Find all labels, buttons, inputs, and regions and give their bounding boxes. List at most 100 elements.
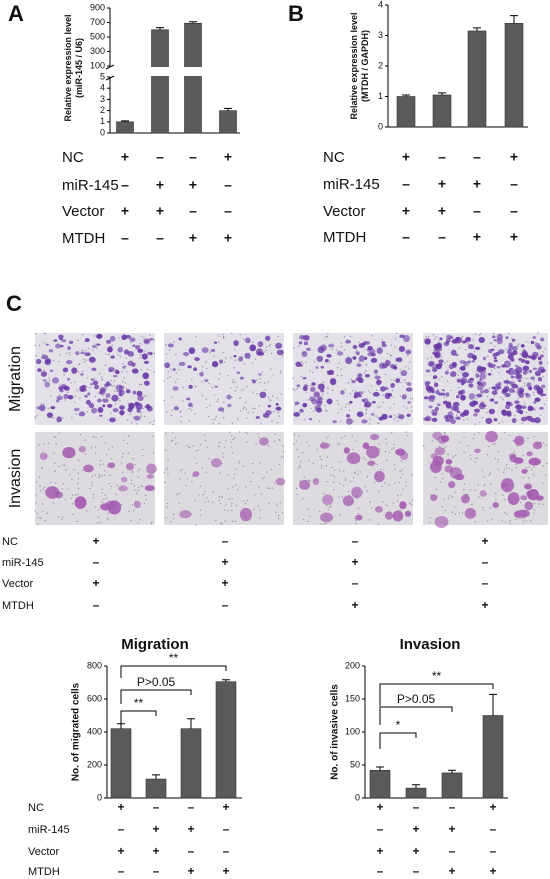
cell	[367, 346, 373, 351]
pore	[441, 505, 444, 508]
pore	[336, 374, 339, 377]
pore	[267, 445, 270, 447]
pore	[230, 356, 232, 359]
cell	[107, 383, 112, 387]
pore	[411, 398, 414, 400]
pore	[493, 395, 496, 398]
pore	[179, 470, 182, 472]
pore	[525, 377, 527, 379]
y-axis-label: No. of migrated cells	[71, 682, 82, 781]
pore	[243, 406, 246, 409]
condition-sign: –	[402, 229, 410, 245]
cell	[356, 351, 360, 356]
pore	[209, 351, 211, 353]
pore	[336, 400, 339, 402]
pore	[101, 488, 104, 490]
cell	[468, 383, 474, 388]
cell	[534, 397, 541, 402]
cell	[91, 367, 97, 372]
condition-sign: –	[413, 800, 420, 814]
pore	[281, 512, 284, 514]
pore	[170, 414, 172, 417]
pore	[47, 442, 50, 445]
condition-sign: +	[473, 176, 481, 192]
cell	[364, 356, 368, 360]
pore	[297, 467, 299, 469]
pore	[386, 352, 389, 355]
pore	[433, 338, 436, 340]
cell	[474, 448, 481, 454]
significance-label: *	[396, 718, 401, 732]
cell	[326, 354, 332, 358]
pore	[446, 360, 448, 363]
significance-label: **	[134, 696, 144, 710]
cell	[112, 408, 119, 413]
pore	[454, 513, 457, 515]
pore	[140, 411, 142, 413]
pore	[391, 448, 393, 451]
cell	[525, 360, 530, 365]
pore	[122, 472, 124, 474]
pore	[401, 469, 403, 471]
cell	[464, 508, 477, 519]
pore	[186, 478, 189, 480]
condition-label: miR-145	[62, 177, 119, 194]
pore	[488, 445, 490, 448]
cell	[320, 365, 325, 369]
y-tick-label: 4	[378, 0, 383, 9]
cell	[507, 402, 513, 407]
pore	[482, 507, 484, 509]
pore	[394, 468, 396, 470]
cell	[302, 402, 308, 408]
pore	[479, 332, 482, 335]
pore	[174, 443, 177, 445]
pore	[55, 443, 57, 445]
pore	[139, 342, 141, 345]
pore	[121, 414, 123, 417]
pore	[134, 463, 136, 466]
cell	[298, 341, 303, 345]
pore	[263, 351, 265, 353]
y-tick-label: 0	[355, 792, 360, 802]
pore	[342, 484, 345, 487]
cell	[397, 414, 405, 420]
pore	[42, 503, 44, 505]
pore	[125, 365, 127, 368]
pore	[216, 400, 219, 403]
cell	[326, 370, 332, 374]
pore	[184, 472, 186, 475]
pore	[447, 497, 450, 500]
error-bar	[376, 766, 384, 771]
pore	[35, 502, 37, 504]
cell	[491, 390, 498, 396]
cell	[211, 361, 219, 368]
cell	[107, 346, 113, 353]
pore	[400, 381, 402, 384]
cell	[80, 351, 85, 355]
pore	[274, 433, 276, 435]
cell	[428, 396, 435, 402]
pore	[293, 433, 296, 436]
pore	[167, 458, 169, 461]
cell	[488, 363, 496, 369]
pore	[365, 408, 368, 410]
pore	[64, 399, 66, 401]
pore	[498, 371, 500, 374]
cell	[217, 407, 225, 412]
pore	[235, 468, 237, 470]
cell	[461, 340, 467, 344]
cell	[515, 366, 523, 374]
cell	[374, 470, 385, 483]
cell	[433, 343, 440, 348]
condition-sign: –	[156, 149, 164, 165]
cell	[396, 357, 403, 363]
condition-sign: –	[93, 555, 100, 569]
cell	[485, 430, 498, 443]
pore	[67, 391, 69, 394]
cell	[345, 418, 353, 425]
pore	[121, 371, 123, 373]
y-tick-label: 2	[100, 105, 105, 115]
error-bar	[187, 718, 195, 729]
pore	[116, 484, 118, 487]
cell	[508, 342, 513, 347]
